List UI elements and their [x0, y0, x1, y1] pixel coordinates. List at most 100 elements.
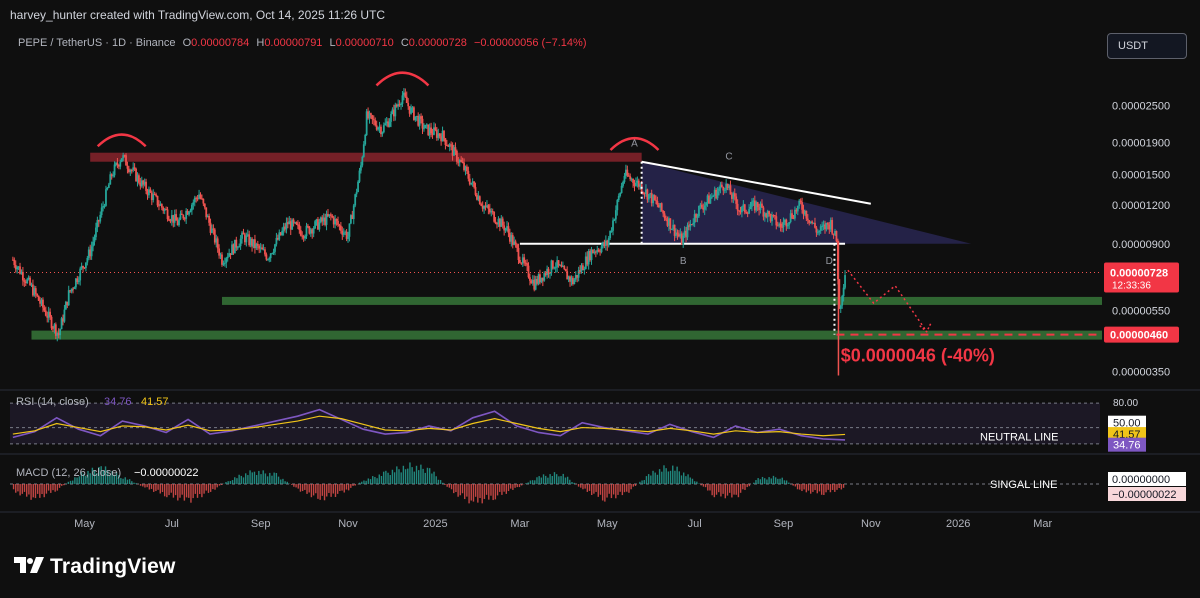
candle-body	[322, 217, 325, 222]
candle-body	[208, 215, 210, 223]
candle-body	[529, 277, 531, 281]
candle-body	[484, 206, 487, 208]
macd-histogram-bar	[391, 469, 394, 484]
candle-body	[252, 239, 255, 247]
macd-histogram-bar	[781, 477, 783, 484]
candle-body	[561, 266, 564, 268]
candle-body	[549, 272, 551, 274]
candle-body	[69, 290, 72, 292]
macd-histogram-bar	[582, 484, 584, 490]
candle-body	[789, 213, 792, 223]
macd-histogram-bar	[672, 465, 674, 484]
candle-body	[56, 332, 59, 336]
macd-histogram-bar	[282, 478, 284, 484]
candle-body	[818, 230, 821, 233]
macd-histogram-bar	[604, 484, 606, 502]
open-value: 0.00000784	[191, 37, 250, 49]
macd-histogram-bar	[23, 484, 26, 492]
candle-body	[87, 249, 90, 258]
candle-body	[279, 232, 282, 236]
candle-body	[796, 205, 799, 212]
candle-body	[334, 219, 337, 225]
candle-body	[77, 280, 80, 282]
macd-histogram-bar	[485, 484, 488, 495]
macd-zero-badge-value: 0.00000000	[1112, 474, 1170, 486]
candle-body	[319, 217, 322, 223]
price-axis-tick: 0.00001500	[1112, 170, 1170, 182]
macd-histogram-bar	[238, 474, 240, 484]
candle-body	[821, 225, 824, 227]
candle-body	[623, 175, 626, 182]
candle-body	[384, 123, 387, 126]
candle-body	[150, 192, 153, 200]
price-axis-tick: 0.00001900	[1112, 138, 1170, 150]
macd-histogram-bar	[505, 484, 508, 494]
macd-histogram-bar	[153, 484, 155, 492]
candle-body	[510, 235, 513, 242]
macd-histogram-bar	[818, 484, 821, 492]
macd-histogram-bar	[718, 484, 720, 493]
macd-histogram-bar	[385, 470, 387, 484]
candle-body	[521, 257, 524, 264]
candle-body	[576, 275, 579, 278]
neutral-line-label: NEUTRAL LINE	[980, 432, 1058, 444]
candle-body	[216, 238, 219, 249]
candle-body	[508, 232, 511, 242]
macd-histogram-bar	[284, 481, 286, 484]
candle-body	[355, 192, 358, 195]
candle-body	[358, 170, 361, 182]
symbol-name[interactable]: PEPE / TetherUS · 1D · Binance	[18, 37, 176, 49]
macd-histogram-bar	[766, 479, 768, 484]
candle-body	[438, 133, 441, 137]
macd-histogram-bar	[345, 484, 348, 490]
candle-body	[246, 234, 249, 236]
macd-histogram-bar	[676, 466, 678, 484]
macd-histogram-bar	[102, 470, 105, 484]
candle-body	[362, 144, 365, 157]
candle-body	[490, 211, 493, 213]
macd-histogram-bar	[757, 478, 759, 484]
candle-body	[83, 267, 86, 269]
candle-body	[309, 229, 312, 234]
candle-body	[600, 246, 603, 253]
macd-histogram-bar	[293, 484, 295, 487]
candle-body	[695, 214, 697, 218]
high-value: 0.00000791	[264, 37, 323, 49]
candle-body	[178, 219, 180, 226]
macd-histogram-bar	[492, 484, 494, 501]
macd-histogram-bar	[722, 484, 724, 494]
candle-body	[271, 253, 274, 255]
candle-body	[809, 221, 812, 223]
candle-body	[627, 175, 630, 177]
candle-body	[635, 182, 637, 186]
candle-body	[497, 218, 500, 225]
macd-histogram-bar	[247, 475, 249, 484]
macd-histogram-bar	[518, 484, 521, 488]
macd-histogram-bar	[350, 484, 352, 488]
macd-histogram-bar	[216, 484, 218, 488]
macd-histogram-bar	[742, 484, 744, 490]
candle-body	[454, 147, 457, 151]
currency-button[interactable]: USDT	[1107, 33, 1187, 59]
candle-body	[703, 205, 706, 210]
macd-histogram-bar	[779, 478, 781, 484]
macd-histogram-bar	[159, 484, 161, 494]
candle-body	[99, 214, 102, 222]
candle-body	[437, 133, 440, 138]
macd-histogram-bar	[78, 476, 80, 484]
candle-body	[424, 124, 427, 129]
macd-histogram-bar	[483, 484, 486, 499]
macd-histogram-bar	[641, 480, 643, 484]
macd-histogram-bar	[538, 476, 540, 484]
macd-histogram-bar	[564, 477, 567, 484]
candle-body	[782, 222, 785, 228]
candle-body	[377, 127, 380, 130]
candle-body	[338, 224, 341, 226]
macd-histogram-bar	[658, 469, 661, 484]
macd-value-badge-value: −0.00000022	[1112, 489, 1177, 501]
candle-body	[341, 230, 344, 235]
macd-histogram-bar	[542, 474, 545, 484]
candle-body	[520, 262, 523, 264]
candle-body	[275, 237, 278, 245]
